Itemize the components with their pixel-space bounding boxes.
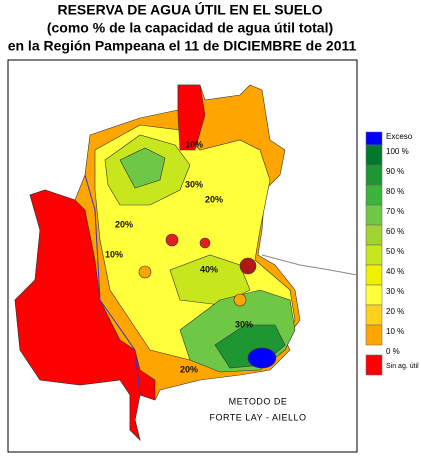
legend-swatch (365, 164, 383, 186)
spot (233, 293, 247, 307)
contour-label: 30% (235, 319, 253, 329)
legend-swatch (365, 144, 383, 166)
contour-label: 40% (200, 264, 218, 274)
legend-label: Exceso (386, 132, 413, 141)
legend-swatch (365, 224, 383, 246)
spot (138, 265, 152, 279)
contour-label: 20% (180, 364, 198, 374)
legend-label: 100 % (386, 147, 409, 156)
legend-swatch (365, 131, 383, 146)
spot (199, 237, 211, 249)
region-no-water (177, 84, 206, 151)
legend-swatch (365, 284, 383, 306)
legend-swatch (365, 244, 383, 266)
title-line: en la Región Pampeana el 11 de DICIEMBRE… (8, 38, 357, 54)
contour-label: 10% (105, 249, 123, 259)
legend-label: 30 % (386, 287, 404, 296)
region-50 (169, 254, 251, 306)
legend-swatch (365, 304, 383, 326)
legend-label: 20 % (386, 307, 404, 316)
region-no-water (14, 189, 156, 441)
legend-swatch (365, 204, 383, 226)
contour-label: 20% (205, 194, 223, 204)
title-line: RESERVA DE AGUA ÚTIL EN EL SUELO (57, 1, 322, 18)
spot (239, 257, 257, 275)
legend-label: Sin ag. útil (386, 363, 419, 370)
legend-label: 90 % (386, 167, 404, 176)
legend-label: 40 % (386, 267, 404, 276)
legend: Exceso 100 % 90 % 80 % 70 % 60 % 50 % 40 % 30 % 2… (365, 131, 419, 376)
legend-swatch (365, 324, 383, 346)
legend-swatch (365, 184, 383, 206)
legend-swatch (365, 264, 383, 286)
border (261, 254, 358, 276)
note-line: FORTE LAY - AIELLO (209, 412, 306, 422)
legend-label: 10 % (386, 327, 404, 336)
region-excess (247, 347, 277, 369)
note-line: METODO DE (229, 396, 288, 406)
contour-labels: 10%20%30%20%40%10%30%20% (105, 139, 253, 374)
title-line: (como % de la capacidad de agua útil tot… (47, 20, 333, 36)
contour-label: 30% (185, 179, 203, 189)
legend-label: 80 % (386, 187, 404, 196)
contour-label: 20% (115, 219, 133, 229)
region-70 (119, 147, 166, 189)
map (14, 84, 358, 441)
legend-swatch (365, 354, 383, 376)
legend-label: 0 % (386, 347, 400, 356)
border (84, 174, 141, 396)
legend-label: 70 % (386, 207, 404, 216)
spot (165, 233, 179, 247)
legend-label: 50 % (386, 247, 404, 256)
legend-label: 60 % (386, 227, 404, 236)
contour-label: 10% (185, 139, 203, 149)
